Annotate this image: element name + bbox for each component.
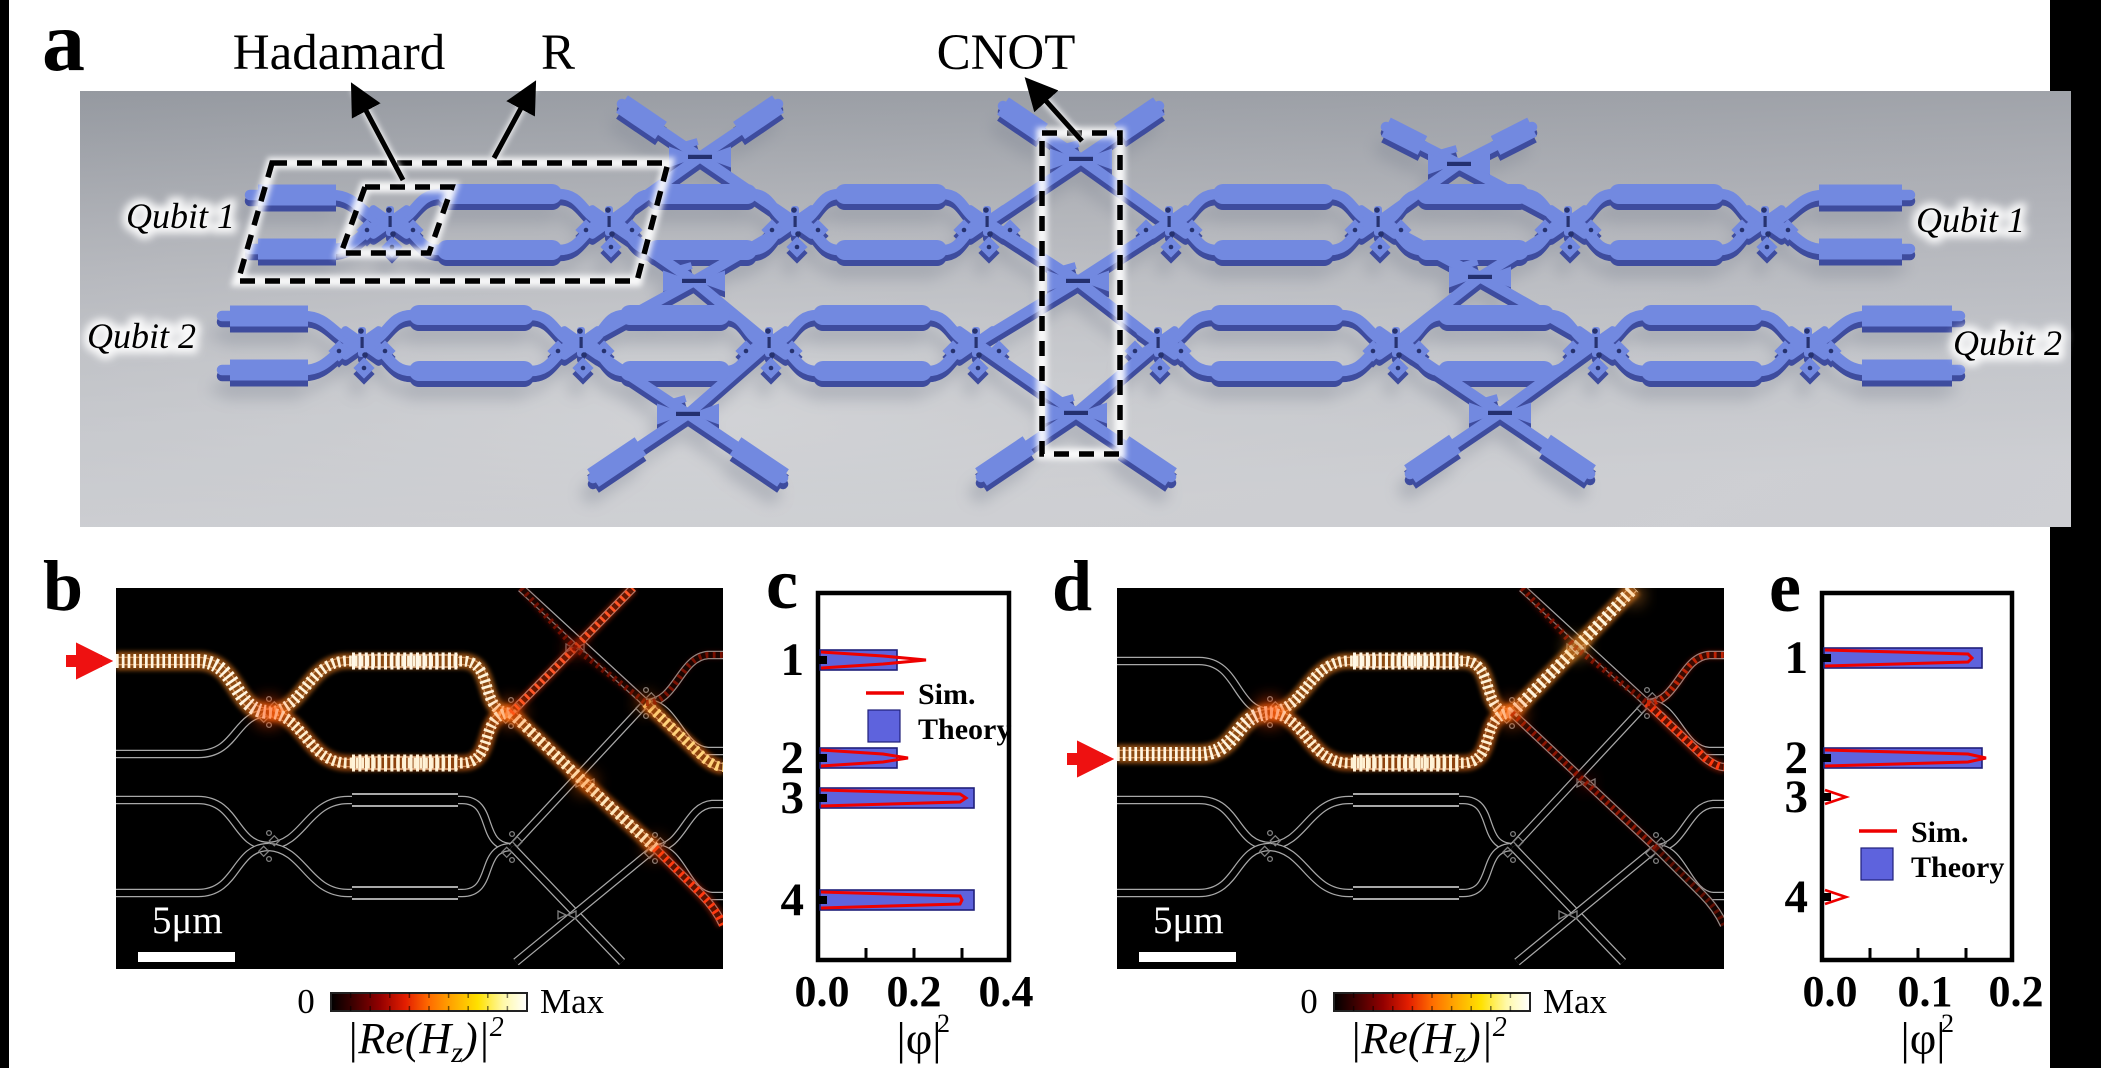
svg-text:2: 2 xyxy=(1941,1009,1954,1038)
svg-text:Hadamard: Hadamard xyxy=(233,25,445,81)
svg-text:R: R xyxy=(541,25,575,81)
svg-text:0: 0 xyxy=(1300,982,1318,1021)
svg-text:1: 1 xyxy=(1785,632,1809,684)
svg-text:0.0: 0.0 xyxy=(795,967,850,1016)
svg-text:2: 2 xyxy=(937,1009,950,1038)
svg-text:Theory: Theory xyxy=(1911,851,2004,884)
svg-text:Theory: Theory xyxy=(918,713,1011,746)
svg-text:|φ|: |φ| xyxy=(1901,1013,1946,1064)
svg-text:0.4: 0.4 xyxy=(979,967,1034,1016)
svg-text:Qubit 2: Qubit 2 xyxy=(1953,323,2062,363)
svg-text:e: e xyxy=(1769,547,1801,627)
svg-text:Qubit 1: Qubit 1 xyxy=(1916,200,2025,240)
svg-text:|Re(Hz)|2: |Re(Hz)|2 xyxy=(1349,1012,1506,1068)
svg-text:4: 4 xyxy=(781,874,805,926)
svg-text:Qubit 2: Qubit 2 xyxy=(87,316,196,356)
svg-text:Max: Max xyxy=(1543,982,1608,1021)
svg-text:Sim.: Sim. xyxy=(918,678,976,711)
svg-text:2: 2 xyxy=(781,732,805,784)
svg-text:|Re(Hz)|2: |Re(Hz)|2 xyxy=(346,1012,503,1068)
svg-text:5μm: 5μm xyxy=(1153,899,1224,942)
svg-text:0.1: 0.1 xyxy=(1898,967,1953,1016)
svg-text:Qubit 2: Qubit 2 xyxy=(87,316,196,356)
svg-text:0: 0 xyxy=(297,982,315,1021)
svg-text:2: 2 xyxy=(1785,732,1809,784)
svg-text:Max: Max xyxy=(540,982,605,1021)
svg-text:3: 3 xyxy=(1785,771,1809,823)
svg-text:0.2: 0.2 xyxy=(887,967,942,1016)
svg-text:a: a xyxy=(42,0,85,89)
svg-text:c: c xyxy=(766,544,798,624)
svg-text:b: b xyxy=(43,546,83,626)
svg-text:Qubit 1: Qubit 1 xyxy=(126,196,235,236)
svg-text:0.2: 0.2 xyxy=(1989,967,2044,1016)
svg-text:Qubit 1: Qubit 1 xyxy=(126,196,235,236)
svg-text:d: d xyxy=(1052,546,1092,626)
svg-text:Sim.: Sim. xyxy=(1911,816,1969,849)
svg-text:3: 3 xyxy=(781,772,805,824)
svg-text:4: 4 xyxy=(1785,871,1809,923)
svg-text:1: 1 xyxy=(781,634,805,686)
svg-text:5μm: 5μm xyxy=(152,899,223,942)
svg-text:Qubit 1: Qubit 1 xyxy=(1916,200,2025,240)
svg-text:CNOT: CNOT xyxy=(937,25,1076,81)
svg-text:0.0: 0.0 xyxy=(1803,967,1858,1016)
svg-text:|φ|: |φ| xyxy=(897,1013,942,1064)
svg-text:Qubit 2: Qubit 2 xyxy=(1953,323,2062,363)
